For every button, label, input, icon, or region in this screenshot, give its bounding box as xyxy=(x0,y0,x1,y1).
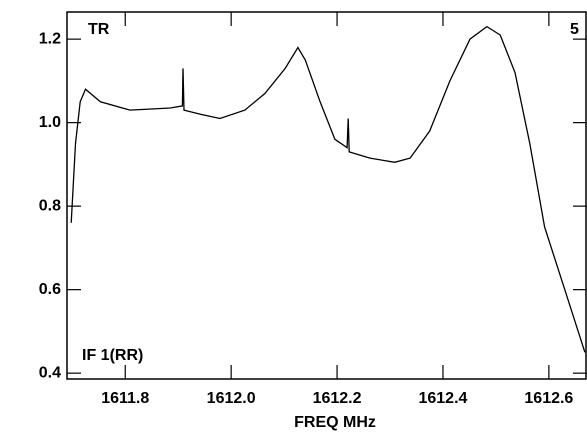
x-tick-label: 1611.8 xyxy=(101,390,149,407)
annotation: 5 xyxy=(570,21,579,38)
line-series xyxy=(70,25,586,353)
x-axis-label: FREQ MHz xyxy=(294,414,376,431)
y-tick-label: 1.0 xyxy=(39,114,61,131)
y-tick-label: 0.8 xyxy=(39,197,61,214)
x-tick-label: 1612.4 xyxy=(418,390,467,407)
annotation: TR xyxy=(88,21,110,38)
x-tick-label: 1612.6 xyxy=(524,390,573,407)
x-tick-label: 1612.0 xyxy=(207,390,256,407)
y-tick-label: 0.4 xyxy=(39,364,61,381)
plot-frame xyxy=(66,11,587,380)
y-tick-label: 1.2 xyxy=(39,30,61,47)
annotation: IF 1(RR) xyxy=(82,347,143,364)
x-tick-label: 1612.2 xyxy=(313,390,362,407)
y-tick-label: 0.6 xyxy=(39,281,61,298)
